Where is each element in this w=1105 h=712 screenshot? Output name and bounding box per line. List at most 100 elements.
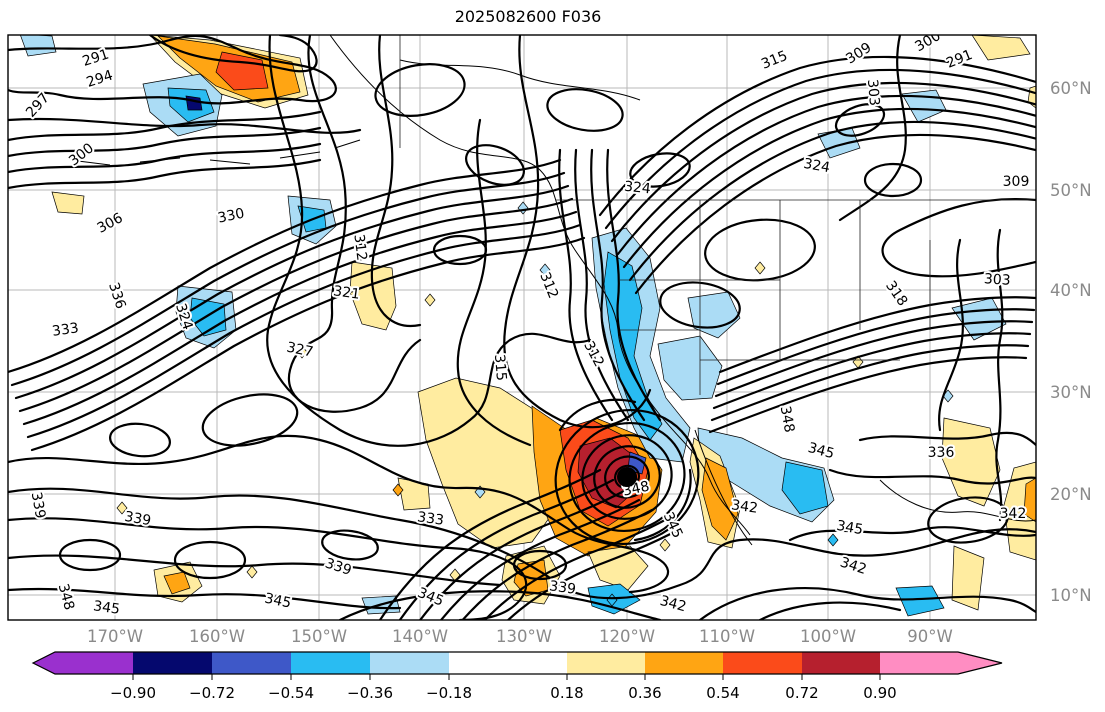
- contour-value-label: 345: [92, 598, 121, 618]
- contour-line: [788, 526, 1036, 542]
- contour-loop: [374, 63, 466, 117]
- contour-loop: [173, 540, 247, 580]
- contour-value-label: 345: [806, 440, 836, 462]
- colorbar-segment: [449, 652, 567, 674]
- contour-value-label: 339: [123, 509, 152, 529]
- contour-line: [456, 118, 532, 447]
- contour-line: [30, 236, 586, 452]
- contour-line: [604, 68, 1036, 230]
- contour-loop: [321, 529, 379, 561]
- contour-line: [558, 148, 614, 422]
- colorbar-segment: [212, 652, 291, 674]
- shading-patch: [951, 297, 1007, 341]
- contour-line: [718, 296, 1036, 374]
- contour-value-label: 342: [730, 497, 759, 517]
- contour-value-label: 348: [777, 405, 797, 434]
- contour-line: [616, 94, 1036, 256]
- political-border: [620, 279, 900, 361]
- contour-value-label: 291: [944, 47, 975, 72]
- contour-line: [14, 184, 570, 400]
- contour-value-label: 333: [416, 509, 445, 529]
- colorbar-tick-label: −0.54: [268, 684, 314, 702]
- shading-patch: [397, 477, 431, 511]
- contour-value-label: 315: [759, 48, 790, 73]
- shading-patch: [781, 461, 829, 515]
- x-tick-label: 160°W: [189, 627, 245, 646]
- colorbar-segment: [880, 652, 958, 674]
- y-tick-label: 20°N: [1050, 485, 1092, 504]
- storm-contour-ring: [604, 455, 650, 499]
- contour-line: [148, 35, 318, 73]
- cyclone-position-marker: [617, 467, 637, 487]
- y-tick-label: 40°N: [1050, 281, 1092, 300]
- contour-line: [8, 117, 362, 134]
- contour-loop: [109, 422, 171, 458]
- contour-line: [8, 158, 562, 374]
- x-tick-label: 170°W: [87, 627, 143, 646]
- contour-line: [558, 398, 637, 432]
- colorbar-tick-label: 0.72: [785, 684, 818, 702]
- shading-dot: [296, 345, 308, 359]
- storm-contour-ring: [568, 421, 686, 533]
- contour-loop: [863, 162, 923, 198]
- x-tick-label: 110°W: [699, 627, 755, 646]
- contour-value-label: 345: [835, 518, 864, 538]
- shading-dot: [754, 261, 766, 275]
- contour-line: [633, 468, 692, 542]
- contour-line: [758, 601, 902, 620]
- shading-dot: [424, 293, 436, 307]
- contour-line: [938, 238, 964, 432]
- contour-value-label: 303: [864, 79, 882, 107]
- contour-loop: [432, 234, 488, 266]
- shading-patch: [941, 417, 1001, 507]
- shading-patch: [1023, 477, 1036, 523]
- contour-value-label: 345: [263, 590, 292, 611]
- contour-line: [22, 210, 578, 426]
- x-axis-tick-labels: 170°W 160°W 150°W 140°W 130°W 120°W 110°W 100°W…: [87, 627, 953, 646]
- shading-patch: [971, 35, 1031, 61]
- contour-value-label: 324: [802, 156, 831, 176]
- shading-patch: [895, 585, 945, 617]
- contour-line: [503, 35, 652, 429]
- shading-patch: [51, 191, 85, 215]
- contour-line: [8, 158, 322, 190]
- shading-patch: [163, 571, 191, 595]
- x-tick-label: 140°W: [392, 627, 448, 646]
- shading-dot: [392, 483, 404, 497]
- contour-loop: [512, 549, 568, 581]
- plot-border: [7, 34, 1037, 621]
- colorbar-tick-label: 0.54: [706, 684, 739, 702]
- contour-line: [8, 35, 337, 105]
- contour-line: [8, 142, 322, 174]
- colorbar-tick-label: 0.36: [628, 684, 661, 702]
- coastline-layer: [69, 35, 1036, 546]
- colorbar-tick-label: −0.36: [347, 684, 393, 702]
- contour-value-label: 342: [658, 593, 688, 615]
- colorbar-left-arrow: [33, 652, 55, 674]
- contour-line: [590, 148, 646, 422]
- contour-line: [338, 590, 662, 620]
- contour-line: [8, 517, 528, 620]
- contour-value-label: 336: [928, 445, 955, 461]
- contour-line: [287, 35, 422, 413]
- contour-line: [708, 356, 1028, 434]
- contour-value-label: 342: [1000, 506, 1027, 522]
- contour-line: [716, 308, 1036, 386]
- shading-dot: [659, 538, 671, 552]
- contour-line: [10, 171, 566, 387]
- contour-line: [483, 518, 667, 620]
- shading-patch: [951, 545, 985, 611]
- coastline: [879, 479, 1036, 522]
- colorbar-tick-label: −0.72: [189, 684, 235, 702]
- shading-patch: [657, 335, 723, 401]
- contour-line: [18, 197, 574, 413]
- contour-value-label: 336: [105, 281, 129, 311]
- colorbar-segment: [291, 652, 370, 674]
- y-tick-label: 10°N: [1050, 586, 1092, 605]
- y-tick-label: 30°N: [1050, 383, 1092, 402]
- contour-line: [8, 110, 322, 142]
- colorbar: −0.90 −0.72 −0.54 −0.36 −0.18 0.18 0.36 0.54 0.7…: [31, 651, 1003, 702]
- contour-value-label: 339: [28, 491, 48, 520]
